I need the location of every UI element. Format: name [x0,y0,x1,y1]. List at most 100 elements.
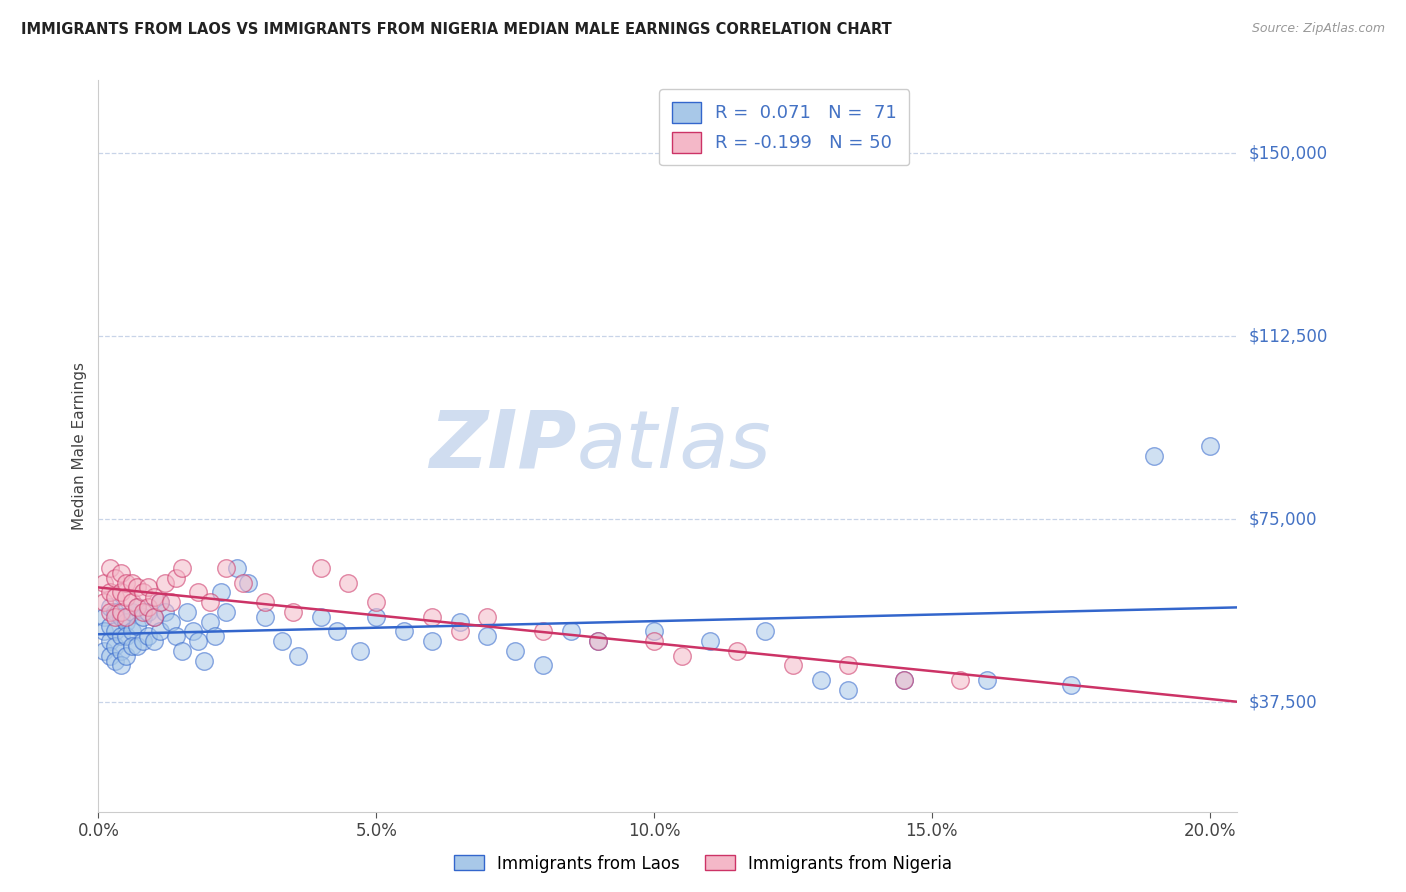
Point [138,581,160,595]
Point [449,615,471,629]
Point [893,673,915,687]
Point [309,609,332,624]
Point [98,599,121,614]
Point [93,609,115,624]
Point [110,629,132,643]
Point [153,575,176,590]
Point [98,634,121,648]
Point [93,595,115,609]
Point [121,605,143,619]
Point [159,595,181,609]
Point [127,619,149,633]
Point [138,629,160,643]
Point [127,581,149,595]
Point [671,648,693,663]
Point [165,571,187,585]
Point [181,624,204,639]
Point [326,624,349,639]
Point [643,634,665,648]
Point [204,629,226,643]
Point [531,658,554,673]
Point [176,605,198,619]
Point [115,629,138,643]
Point [215,605,238,619]
Text: $75,000: $75,000 [1249,510,1317,528]
Point [309,561,332,575]
Point [104,654,127,668]
Point [948,673,970,687]
Text: atlas: atlas [576,407,772,485]
Point [477,609,499,624]
Point [132,605,155,619]
Point [138,599,160,614]
Point [121,624,143,639]
Point [143,634,166,648]
Point [392,624,415,639]
Point [98,648,121,663]
Point [187,634,209,648]
Point [104,605,127,619]
Point [132,585,155,599]
Point [198,615,221,629]
Legend: R =  0.071   N =  71, R = -0.199   N = 50: R = 0.071 N = 71, R = -0.199 N = 50 [659,89,910,165]
Point [209,585,232,599]
Point [254,609,277,624]
Y-axis label: Median Male Earnings: Median Male Earnings [72,362,87,530]
Point [110,605,132,619]
Text: $112,500: $112,500 [1249,327,1327,345]
Point [132,609,155,624]
Point [121,575,143,590]
Point [643,624,665,639]
Point [699,634,721,648]
Point [837,682,859,697]
Point [503,644,526,658]
Point [110,566,132,580]
Point [110,658,132,673]
Point [143,590,166,604]
Point [93,624,115,639]
Point [337,575,360,590]
Point [98,605,121,619]
Point [165,629,187,643]
Point [366,595,388,609]
Text: ZIP: ZIP [429,407,576,485]
Point [449,624,471,639]
Point [121,639,143,653]
Point [420,609,443,624]
Point [148,595,170,609]
Point [560,624,582,639]
Point [420,634,443,648]
Point [98,585,121,599]
Point [104,639,127,653]
Point [127,599,149,614]
Point [198,595,221,609]
Point [98,619,121,633]
Point [148,595,170,609]
Point [115,648,138,663]
Point [104,571,127,585]
Point [110,644,132,658]
Point [215,561,238,575]
Point [143,609,166,624]
Point [115,575,138,590]
Point [270,634,292,648]
Point [238,575,260,590]
Point [1198,439,1220,453]
Text: $37,500: $37,500 [1249,693,1317,711]
Point [754,624,776,639]
Point [1059,678,1081,692]
Point [110,585,132,599]
Point [127,639,149,653]
Point [976,673,998,687]
Point [110,609,132,624]
Legend: Immigrants from Laos, Immigrants from Nigeria: Immigrants from Laos, Immigrants from Ni… [447,848,959,880]
Point [104,624,127,639]
Point [148,624,170,639]
Point [588,634,610,648]
Point [477,629,499,643]
Point [104,590,127,604]
Point [138,605,160,619]
Point [93,575,115,590]
Point [104,609,127,624]
Point [588,634,610,648]
